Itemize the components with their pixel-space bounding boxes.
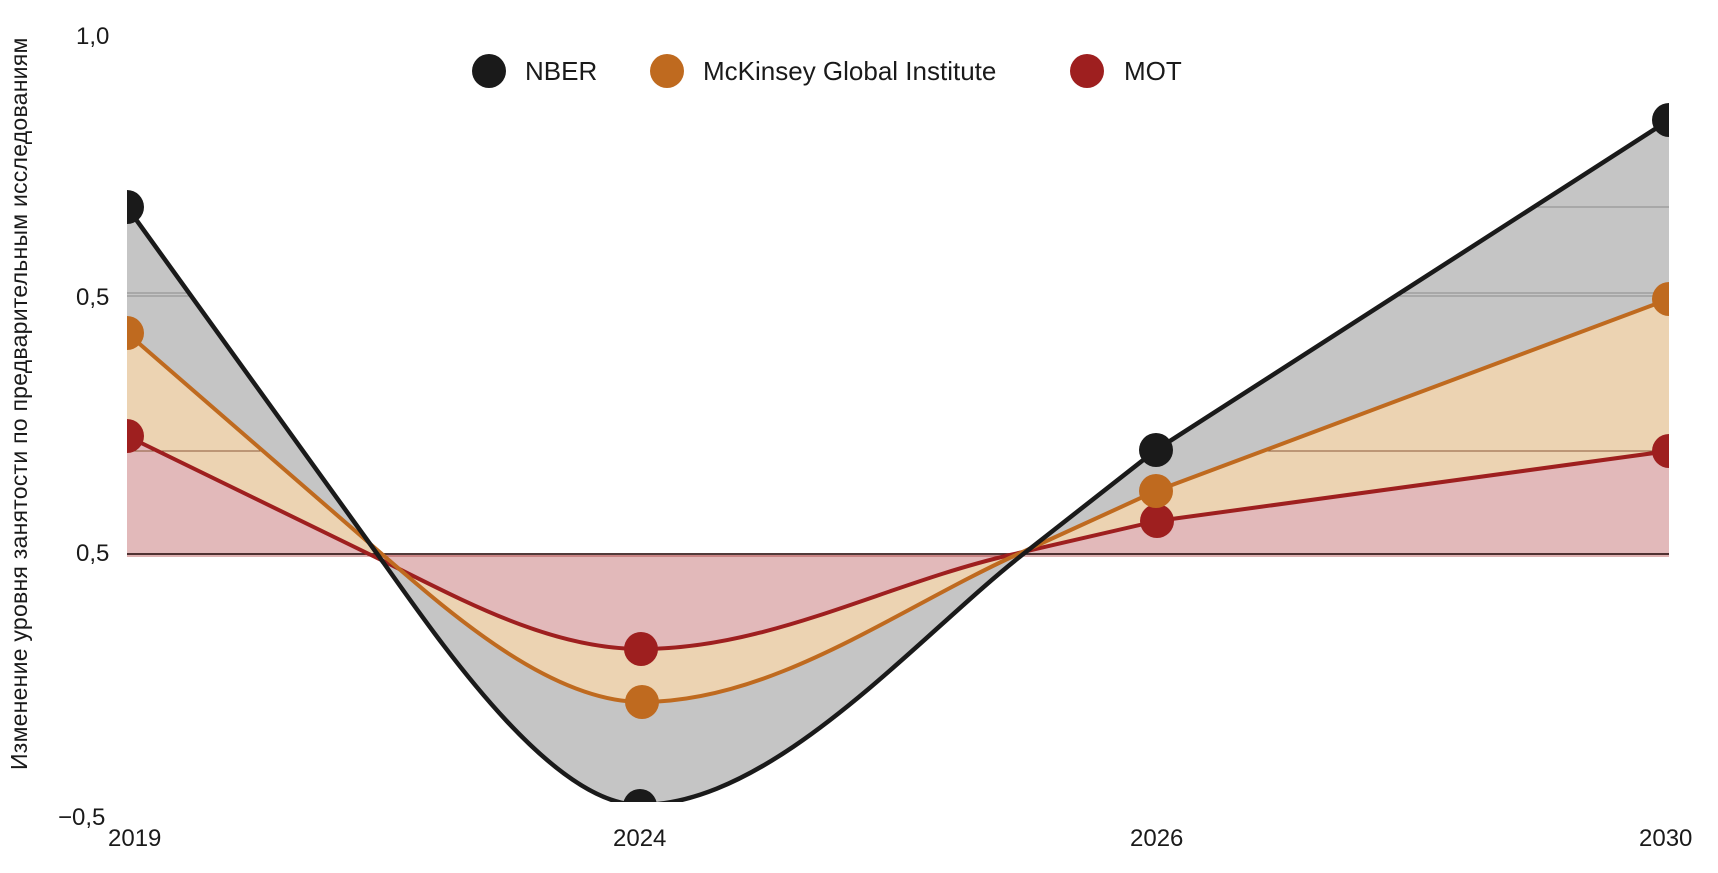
svg-text:McKinsey Global Institute: McKinsey Global Institute [703,56,996,86]
svg-text:0,5: 0,5 [76,284,109,311]
svg-text:2026: 2026 [1130,825,1183,852]
svg-text:1,0: 1,0 [76,23,109,50]
svg-text:Изменение уровня занятости по: Изменение уровня занятости по предварите… [6,37,32,770]
svg-text:MOT: MOT [1124,56,1182,86]
svg-text:2019: 2019 [108,825,161,852]
svg-text:NBER: NBER [525,56,597,86]
svg-text:2024: 2024 [613,825,666,852]
svg-text:2030: 2030 [1639,825,1692,852]
svg-text:−0,5: −0,5 [58,804,105,831]
svg-text:0,5: 0,5 [76,540,109,567]
